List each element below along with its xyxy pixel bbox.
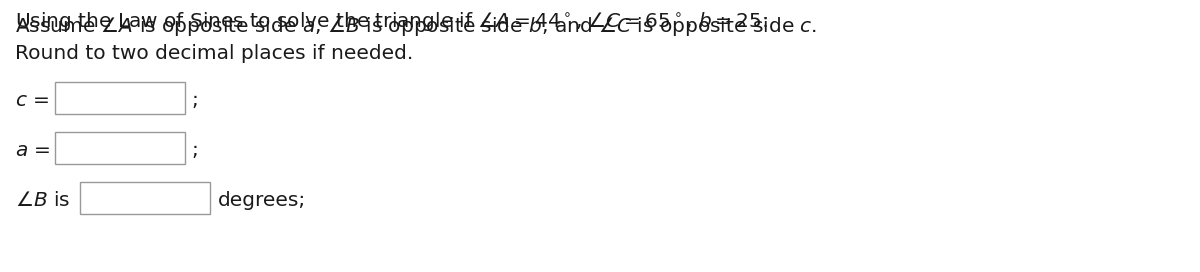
Text: ;: ; bbox=[191, 141, 198, 160]
Text: ;: ; bbox=[191, 91, 198, 110]
Text: $a$ =: $a$ = bbox=[14, 141, 50, 160]
Text: $c$ =: $c$ = bbox=[14, 91, 49, 110]
Text: $\angle B$ is: $\angle B$ is bbox=[14, 191, 71, 210]
Text: Round to two decimal places if needed.: Round to two decimal places if needed. bbox=[14, 44, 413, 63]
Text: Using the Law of Sines to solve the triangle if $\angle A = 44^\circ$, $\angle C: Using the Law of Sines to solve the tria… bbox=[14, 10, 768, 33]
Text: Assume $\angle A$ is opposite side $a$, $\angle B$ is opposite side $b$, and $\a: Assume $\angle A$ is opposite side $a$, … bbox=[14, 15, 817, 38]
Text: degrees;: degrees; bbox=[218, 191, 306, 210]
